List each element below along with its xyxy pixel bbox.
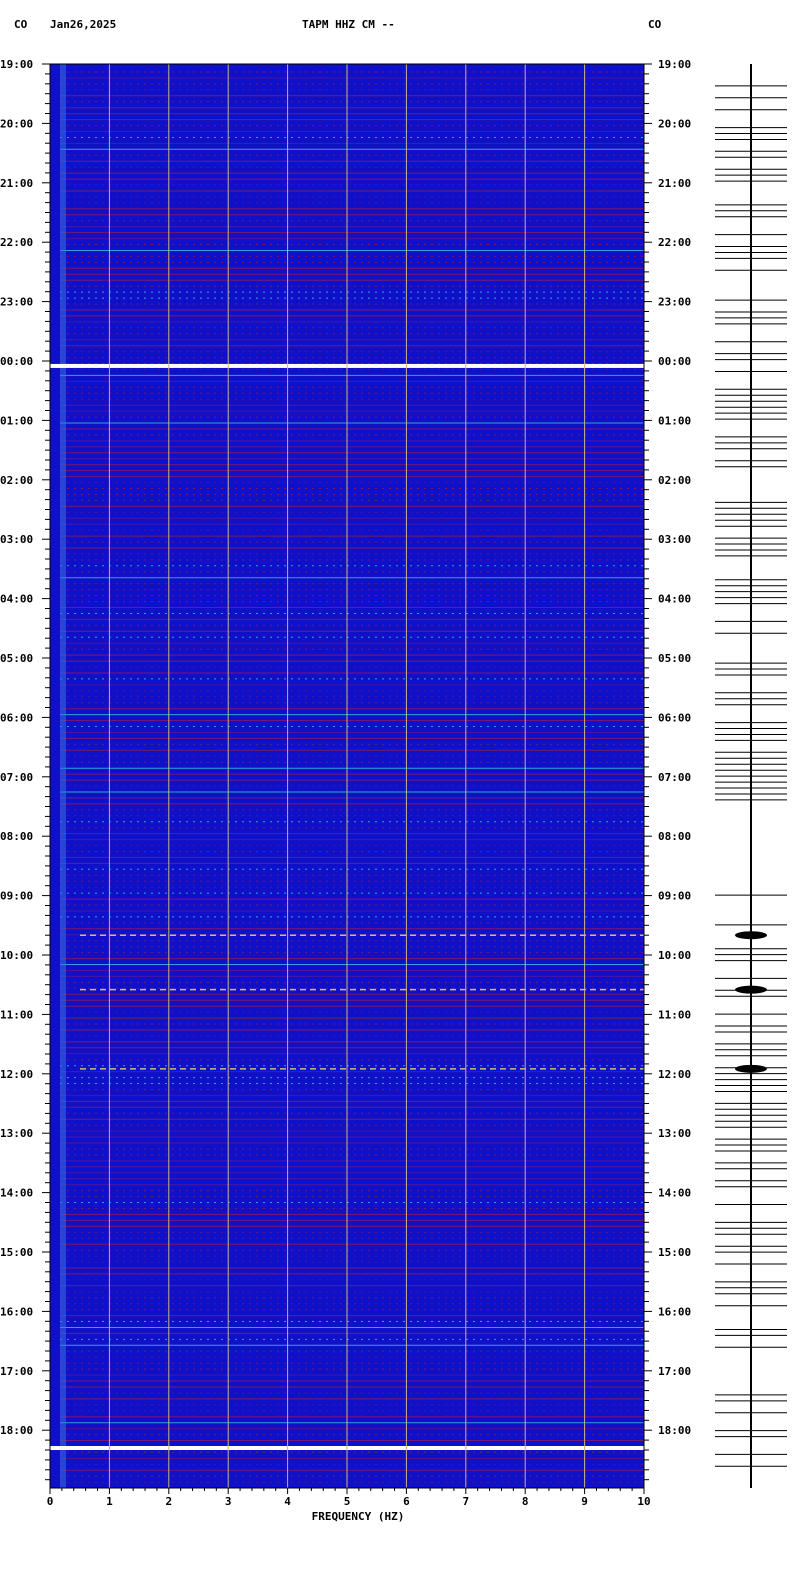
y-tick-label-left: 00:00 bbox=[0, 355, 33, 368]
event-burst bbox=[735, 931, 767, 940]
x-tick-label: 9 bbox=[581, 1495, 588, 1508]
y-tick-label-right: 19:00 bbox=[658, 58, 691, 71]
y-tick-label-left: 23:00 bbox=[0, 296, 33, 309]
y-tick-label-left: 12:00 bbox=[0, 1068, 33, 1081]
y-tick-label-left: 18:00 bbox=[0, 1424, 33, 1437]
spectrogram-chart: 19:00 20:00 21:00 22:00 23:00 00:00 01:00 02:00… bbox=[0, 58, 691, 1523]
y-tick-label-left: 10:00 bbox=[0, 949, 33, 962]
x-tick-label: 5 bbox=[344, 1495, 351, 1508]
y-tick-label-left: 05:00 bbox=[0, 652, 33, 665]
y-tick-label-right: 18:00 bbox=[658, 1424, 691, 1437]
y-tick-label-right: 23:00 bbox=[658, 296, 691, 309]
y-tick-label-right: 22:00 bbox=[658, 236, 691, 249]
y-tick-label-left: 04:00 bbox=[0, 593, 33, 606]
y-tick-label-right: 07:00 bbox=[658, 771, 691, 784]
y-tick-label-right: 02:00 bbox=[658, 474, 691, 487]
seismogram-trace bbox=[715, 64, 787, 1488]
y-tick-label-right: 01:00 bbox=[658, 414, 691, 427]
y-tick-label-right: 00:00 bbox=[658, 355, 691, 368]
date-label: Jan26,2025 bbox=[50, 18, 117, 31]
y-tick-label-right: 21:00 bbox=[658, 177, 691, 190]
y-tick-label-right: 12:00 bbox=[658, 1068, 691, 1081]
y-tick-label-left: 14:00 bbox=[0, 1187, 33, 1200]
y-tick-label-right: 20:00 bbox=[658, 117, 691, 130]
y-tick-label-left: 09:00 bbox=[0, 890, 33, 903]
x-tick-label: 3 bbox=[225, 1495, 232, 1508]
y-tick-label-right: 04:00 bbox=[658, 593, 691, 606]
y-tick-label-right: 03:00 bbox=[658, 533, 691, 546]
y-tick-label-right: 13:00 bbox=[658, 1127, 691, 1140]
station-title: TAPM HHZ CM -- bbox=[302, 18, 395, 31]
x-tick-label: 10 bbox=[637, 1495, 650, 1508]
y-tick-label-left: 08:00 bbox=[0, 830, 33, 843]
x-tick-label: 4 bbox=[284, 1495, 291, 1508]
y-tick-label-right: 10:00 bbox=[658, 949, 691, 962]
y-tick-label-right: 14:00 bbox=[658, 1187, 691, 1200]
y-tick-label-right: 09:00 bbox=[658, 890, 691, 903]
network-code-right: CO bbox=[648, 18, 662, 31]
y-tick-label-right: 11:00 bbox=[658, 1008, 691, 1021]
y-tick-label-left: 21:00 bbox=[0, 177, 33, 190]
y-tick-label-left: 11:00 bbox=[0, 1008, 33, 1021]
y-tick-label-right: 05:00 bbox=[658, 652, 691, 665]
event-burst bbox=[735, 1064, 767, 1073]
x-tick-label: 0 bbox=[47, 1495, 54, 1508]
y-tick-label-left: 17:00 bbox=[0, 1365, 33, 1378]
y-tick-label-left: 15:00 bbox=[0, 1246, 33, 1259]
y-tick-label-right: 06:00 bbox=[658, 711, 691, 724]
network-code-left: CO bbox=[14, 18, 28, 31]
y-tick-label-left: 20:00 bbox=[0, 117, 33, 130]
y-tick-label-left: 07:00 bbox=[0, 771, 33, 784]
y-tick-label-right: 15:00 bbox=[658, 1246, 691, 1259]
low-frequency-band bbox=[60, 64, 66, 1488]
y-tick-label-left: 03:00 bbox=[0, 533, 33, 546]
x-tick-label: 2 bbox=[165, 1495, 172, 1508]
x-axis-label: FREQUENCY (HZ) bbox=[312, 1510, 405, 1523]
y-tick-label-right: 17:00 bbox=[658, 1365, 691, 1378]
y-tick-label-right: 08:00 bbox=[658, 830, 691, 843]
y-tick-label-right: 16:00 bbox=[658, 1305, 691, 1318]
y-tick-label-left: 13:00 bbox=[0, 1127, 33, 1140]
y-tick-label-left: 06:00 bbox=[0, 711, 33, 724]
x-tick-label: 8 bbox=[522, 1495, 529, 1508]
x-tick-label: 6 bbox=[403, 1495, 410, 1508]
y-tick-label-left: 02:00 bbox=[0, 474, 33, 487]
y-tick-label-left: 01:00 bbox=[0, 414, 33, 427]
y-tick-label-left: 22:00 bbox=[0, 236, 33, 249]
event-burst bbox=[735, 985, 767, 994]
x-tick-label: 1 bbox=[106, 1495, 113, 1508]
x-tick-label: 7 bbox=[462, 1495, 469, 1508]
y-tick-label-left: 19:00 bbox=[0, 58, 33, 71]
y-tick-label-left: 16:00 bbox=[0, 1305, 33, 1318]
